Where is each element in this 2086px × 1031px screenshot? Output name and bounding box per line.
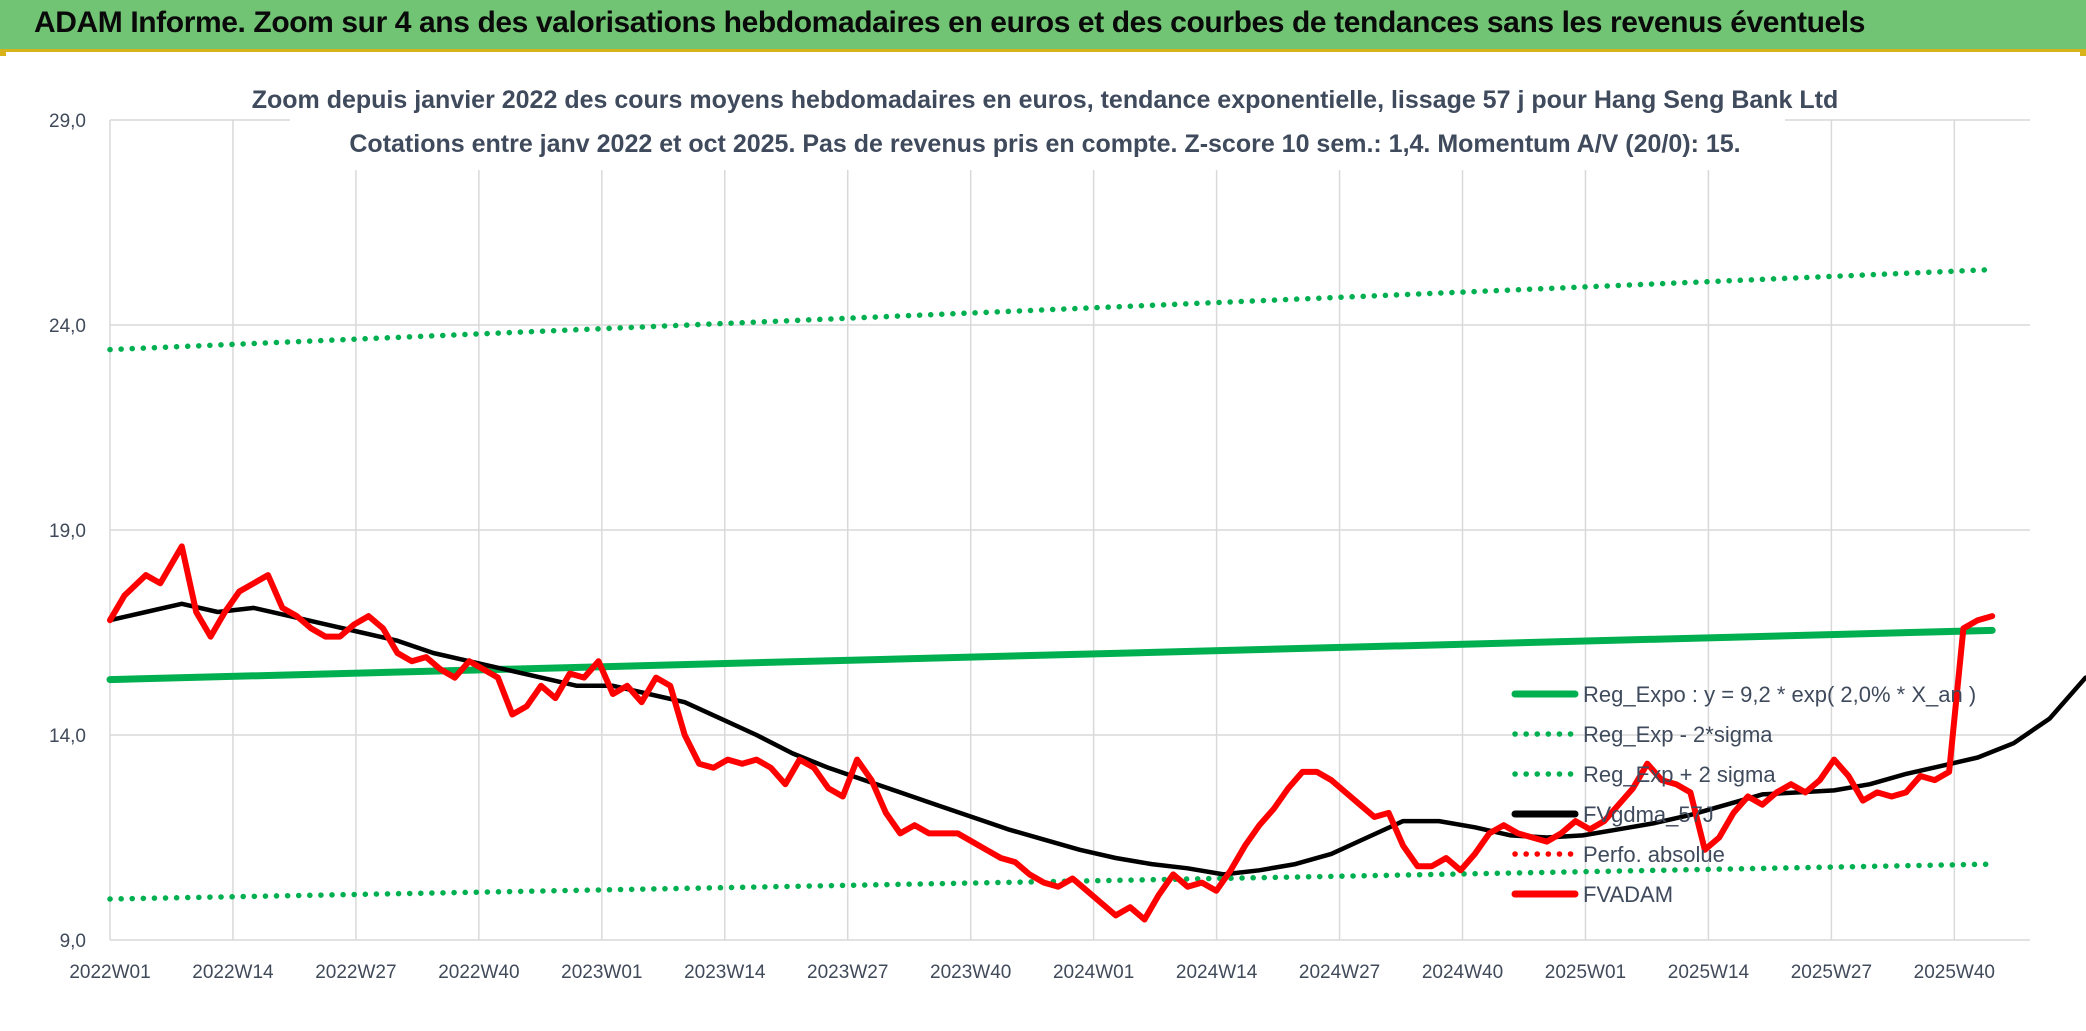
- report-title: ADAM Informe. Zoom sur 4 ans des valoris…: [34, 6, 1866, 39]
- x-tick-label: 2024W01: [1053, 962, 1134, 983]
- legend-label: Reg_Exp + 2 sigma: [1583, 762, 1776, 787]
- title-backdrop: [290, 74, 1785, 170]
- x-tick-label: 2024W14: [1176, 962, 1258, 983]
- x-tick-label: 2025W01: [1545, 962, 1626, 983]
- y-tick-label: 19,0: [49, 521, 86, 542]
- x-tick-label: 2023W14: [684, 962, 766, 983]
- x-tick-label: 2023W40: [930, 962, 1011, 983]
- legend-label: Reg_Expo : y = 9,2 * exp( 2,0% * X_an ): [1583, 682, 1976, 707]
- legend-label: FVgdma_57J: [1583, 802, 1714, 827]
- x-tick-label: 2023W01: [561, 962, 642, 983]
- series-layer: [106, 266, 2086, 923]
- x-tick-label: 2025W40: [1914, 962, 1995, 983]
- grid: [109, 119, 2030, 941]
- legend-label: Reg_Exp - 2*sigma: [1583, 722, 1773, 747]
- x-tick-label: 2024W40: [1422, 962, 1503, 983]
- report-banner: ADAM Informe. Zoom sur 4 ans des valoris…: [0, 0, 2086, 52]
- series-line: [107, 601, 2086, 877]
- x-tick-label: 2024W27: [1299, 962, 1380, 983]
- x-tick-label: 2022W14: [192, 962, 274, 983]
- x-tick-label: 2022W40: [438, 962, 519, 983]
- series-line: [107, 266, 1995, 353]
- axes: 9,0 14,0 19,0 24,0 29,0 2022W01 2022W14 2022W27…: [49, 111, 1995, 983]
- chart-title-line-2: Cotations entre janv 2022 et oct 2025. P…: [349, 130, 1740, 158]
- y-tick-label: 9,0: [60, 931, 86, 952]
- banner-accent-left: [0, 52, 6, 56]
- y-tick-label: 24,0: [49, 316, 86, 337]
- banner-accent-right: [2080, 52, 2086, 56]
- x-tick-label: 2023W27: [807, 962, 888, 983]
- chart-title-line-1: Zoom depuis janvier 2022 des cours moyen…: [252, 86, 1839, 114]
- series-line: [107, 543, 1996, 923]
- legend-label: Perfo. absolue: [1583, 842, 1725, 867]
- y-tick-label: 29,0: [49, 111, 86, 132]
- x-tick-label: 2022W01: [69, 962, 150, 983]
- x-tick-label: 2025W27: [1791, 962, 1872, 983]
- legend-label: FVADAM: [1583, 882, 1673, 907]
- x-tick-label: 2025W14: [1668, 962, 1750, 983]
- x-tick-label: 2022W27: [315, 962, 396, 983]
- legend: Reg_Expo : y = 9,2 * exp( 2,0% * X_an ) R…: [1511, 682, 1976, 907]
- chart-title-block: Zoom depuis janvier 2022 des cours moyen…: [252, 74, 1839, 170]
- series-line: [106, 626, 1996, 684]
- y-tick-label: 14,0: [49, 726, 86, 747]
